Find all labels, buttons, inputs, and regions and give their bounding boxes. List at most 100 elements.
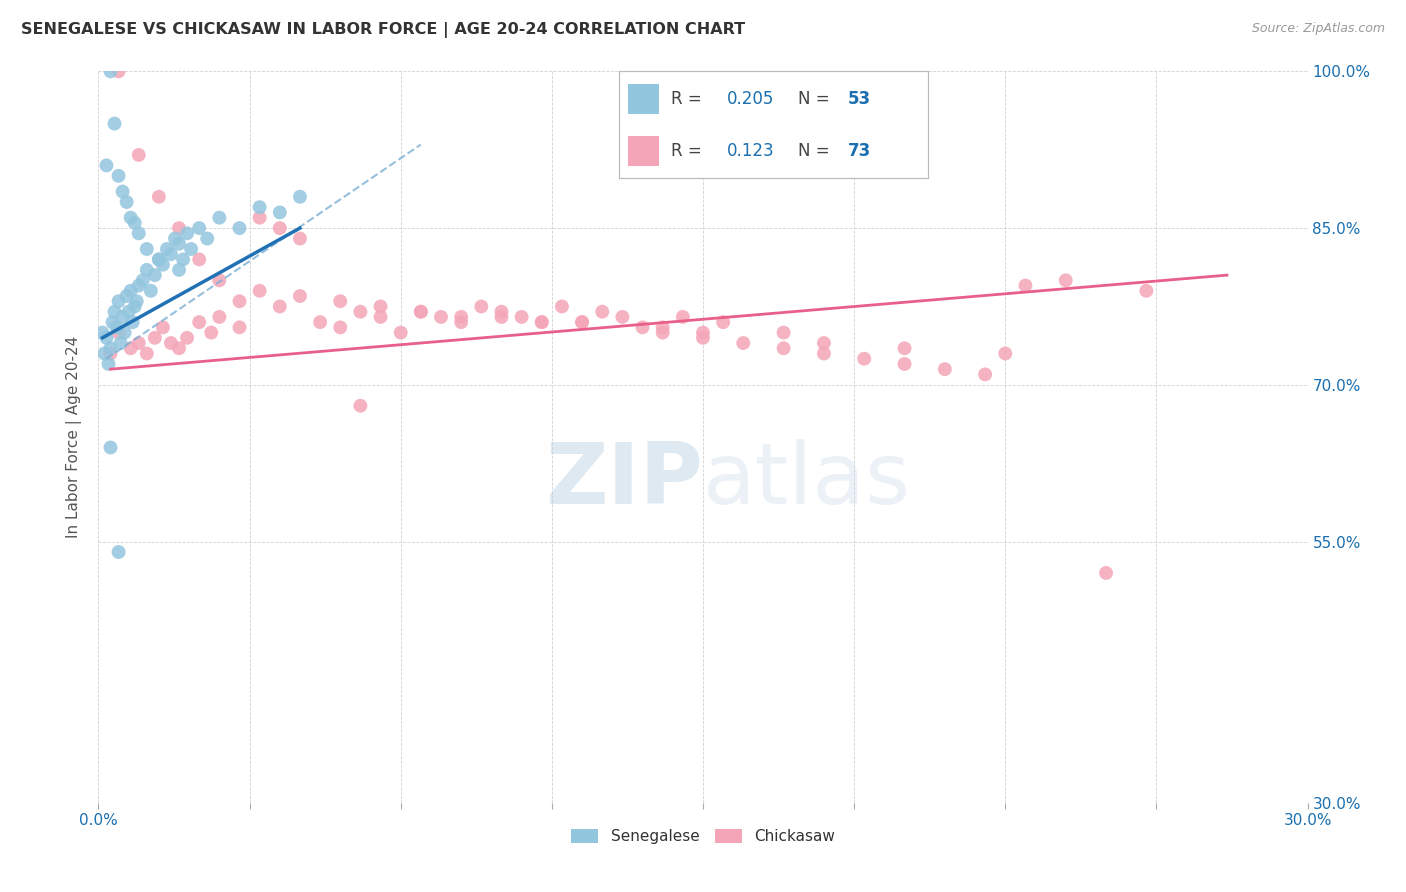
Point: [631, 320, 654, 334]
Point: [651, 320, 673, 334]
Point: [893, 341, 915, 355]
Point: [143, 268, 166, 282]
Point: [249, 200, 271, 214]
Point: [349, 399, 371, 413]
Point: [813, 346, 835, 360]
Point: [139, 284, 162, 298]
Point: [180, 242, 202, 256]
Point: [160, 336, 183, 351]
Point: [124, 216, 146, 230]
Point: [370, 310, 392, 324]
Point: [994, 346, 1017, 360]
Point: [853, 351, 876, 366]
Text: 53: 53: [848, 90, 870, 108]
Point: [651, 326, 673, 340]
Point: [176, 227, 198, 241]
Point: [156, 242, 179, 256]
Point: [571, 315, 593, 329]
Point: [772, 341, 794, 355]
Point: [208, 310, 231, 324]
Point: [692, 326, 714, 340]
Point: [100, 346, 122, 360]
Point: [103, 304, 125, 318]
Point: [115, 194, 138, 209]
Point: [167, 221, 190, 235]
Point: [309, 315, 332, 329]
Point: [288, 289, 311, 303]
Point: [1014, 278, 1036, 293]
Point: [733, 336, 755, 351]
Point: [111, 185, 134, 199]
Point: [208, 211, 231, 225]
Point: [612, 310, 634, 324]
Point: [97, 357, 120, 371]
Text: 0.205: 0.205: [727, 90, 775, 108]
Point: [120, 284, 142, 298]
Point: [107, 545, 129, 559]
Text: ZIP: ZIP: [546, 440, 703, 523]
Point: [200, 326, 222, 340]
Point: [163, 231, 186, 245]
Point: [128, 148, 150, 162]
Point: [167, 236, 190, 251]
Point: [128, 278, 150, 293]
Point: [91, 326, 114, 340]
Point: [470, 300, 492, 314]
Point: [1135, 284, 1157, 298]
Point: [152, 320, 174, 334]
Point: [148, 252, 170, 267]
Legend: Senegalese, Chickasaw: Senegalese, Chickasaw: [565, 822, 841, 850]
Point: [107, 326, 129, 340]
Point: [208, 273, 231, 287]
Point: [329, 320, 352, 334]
Point: [329, 294, 352, 309]
Point: [530, 315, 553, 329]
Text: Source: ZipAtlas.com: Source: ZipAtlas.com: [1251, 22, 1385, 36]
Point: [551, 300, 574, 314]
Point: [510, 310, 533, 324]
Point: [974, 368, 997, 382]
Point: [101, 315, 124, 329]
Point: [349, 304, 371, 318]
Point: [107, 294, 129, 309]
Text: N =: N =: [799, 90, 835, 108]
Text: R =: R =: [671, 90, 707, 108]
Point: [128, 227, 150, 241]
Point: [125, 294, 148, 309]
Point: [100, 441, 122, 455]
Point: [172, 252, 194, 267]
Text: 73: 73: [848, 142, 870, 160]
Point: [128, 336, 150, 351]
Point: [430, 310, 453, 324]
Point: [711, 315, 734, 329]
Point: [269, 300, 291, 314]
Point: [152, 258, 174, 272]
Point: [530, 315, 553, 329]
Point: [107, 169, 129, 183]
Point: [571, 315, 593, 329]
Point: [188, 252, 211, 267]
Point: [176, 331, 198, 345]
Text: atlas: atlas: [703, 440, 911, 523]
Point: [934, 362, 956, 376]
Point: [96, 158, 118, 172]
Point: [135, 263, 157, 277]
Point: [115, 289, 138, 303]
Point: [132, 273, 155, 287]
Point: [288, 231, 311, 245]
Point: [188, 221, 211, 235]
Point: [96, 331, 118, 345]
Point: [167, 263, 190, 277]
Point: [269, 205, 291, 219]
Point: [120, 211, 142, 225]
Point: [121, 315, 143, 329]
Y-axis label: In Labor Force | Age 20-24: In Labor Force | Age 20-24: [66, 336, 83, 538]
Point: [228, 320, 250, 334]
Point: [100, 64, 122, 78]
Point: [772, 326, 794, 340]
Point: [105, 320, 128, 334]
Point: [195, 231, 218, 245]
Point: [110, 336, 132, 351]
Point: [893, 357, 915, 371]
Point: [111, 310, 134, 324]
